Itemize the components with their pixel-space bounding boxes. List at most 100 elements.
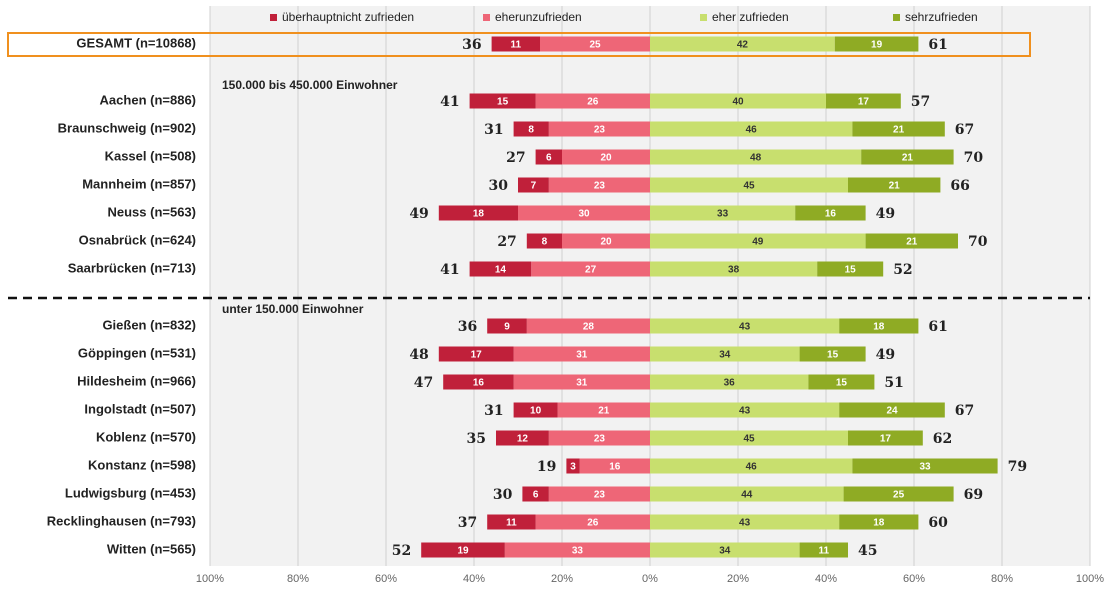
x-tick-label: 60% bbox=[375, 573, 397, 585]
bar-segment bbox=[491, 36, 540, 52]
x-tick-label: 100% bbox=[1076, 573, 1104, 585]
total-label: 70 bbox=[968, 234, 988, 250]
bar-segment bbox=[496, 430, 549, 446]
bar-segment bbox=[518, 205, 650, 221]
segment-label: 16 bbox=[609, 462, 621, 473]
bar-segment bbox=[650, 374, 809, 390]
total-label: 31 bbox=[484, 403, 503, 419]
total-label: 79 bbox=[1008, 459, 1027, 475]
bar-segment bbox=[548, 430, 650, 446]
segment-label: 23 bbox=[594, 181, 606, 192]
segment-label: 23 bbox=[594, 434, 606, 445]
segment-label: 9 bbox=[504, 322, 510, 333]
total-label: 51 bbox=[884, 375, 903, 391]
bar-segment bbox=[865, 233, 958, 249]
x-tick-label: 60% bbox=[903, 573, 925, 585]
segment-label: 15 bbox=[845, 265, 857, 276]
bar-segment bbox=[650, 233, 866, 249]
segment-label: 3 bbox=[570, 462, 576, 473]
x-tick-label: 40% bbox=[463, 573, 485, 585]
legend-swatch bbox=[893, 14, 900, 21]
group-label: 150.000 bis 450.000 Einwohner bbox=[222, 78, 398, 92]
bar-segment bbox=[650, 542, 800, 558]
segment-label: 20 bbox=[600, 153, 612, 164]
highlight-box bbox=[7, 32, 1031, 57]
bar-segment bbox=[513, 402, 558, 418]
bar-segment bbox=[650, 430, 848, 446]
total-label: 35 bbox=[467, 431, 486, 447]
category-label: Ingolstadt (n=507) bbox=[84, 401, 196, 416]
bar-segment bbox=[548, 177, 650, 193]
bar-segment bbox=[513, 374, 650, 390]
bar-segment bbox=[562, 233, 650, 249]
total-label: 27 bbox=[497, 234, 516, 250]
x-tick-label: 80% bbox=[287, 573, 309, 585]
total-label: 52 bbox=[392, 543, 411, 559]
bar-segment bbox=[650, 318, 840, 334]
bar-segment bbox=[817, 261, 884, 277]
segment-label: 18 bbox=[873, 518, 885, 529]
bar-segment bbox=[852, 121, 945, 137]
bar-segment bbox=[839, 402, 945, 418]
segment-label: 28 bbox=[583, 322, 595, 333]
segment-label: 26 bbox=[587, 518, 599, 529]
segment-label: 11 bbox=[506, 518, 517, 529]
bar-segment bbox=[650, 205, 796, 221]
segment-label: 33 bbox=[572, 546, 584, 557]
total-label: 52 bbox=[893, 262, 912, 278]
group-label: unter 150.000 Einwohner bbox=[222, 302, 364, 316]
category-label: Konstanz (n=598) bbox=[88, 457, 196, 472]
segment-label: 46 bbox=[746, 462, 758, 473]
segment-label: 45 bbox=[743, 434, 755, 445]
total-label: 70 bbox=[964, 150, 984, 166]
segment-label: 33 bbox=[717, 209, 729, 220]
bar-segment bbox=[421, 542, 505, 558]
segment-label: 14 bbox=[495, 265, 507, 276]
segment-label: 38 bbox=[728, 265, 740, 276]
bar-segment bbox=[650, 149, 862, 165]
bar-segment bbox=[535, 149, 562, 165]
segment-label: 19 bbox=[871, 40, 883, 51]
category-label: Kassel (n=508) bbox=[105, 148, 196, 163]
segment-label: 31 bbox=[576, 378, 588, 389]
bar-segment bbox=[650, 402, 840, 418]
bar-segment bbox=[848, 430, 923, 446]
segment-label: 19 bbox=[457, 546, 469, 557]
bar-segment bbox=[513, 346, 650, 362]
category-label: Koblenz (n=570) bbox=[96, 429, 196, 444]
legend-label: eherunzufrieden bbox=[495, 10, 582, 24]
bar-segment bbox=[540, 36, 650, 52]
bar-segment bbox=[513, 121, 549, 137]
total-label: 61 bbox=[928, 319, 947, 335]
total-label: 27 bbox=[506, 150, 525, 166]
category-label: Ludwigsburg (n=453) bbox=[65, 485, 196, 500]
total-label: 41 bbox=[440, 94, 459, 110]
segment-label: 46 bbox=[746, 125, 758, 136]
category-label: Neuss (n=563) bbox=[107, 204, 196, 219]
bar-segment bbox=[799, 346, 866, 362]
x-tick-label: 100% bbox=[196, 573, 224, 585]
segment-label: 49 bbox=[752, 237, 764, 248]
segment-label: 43 bbox=[739, 518, 751, 529]
segment-label: 23 bbox=[594, 125, 606, 136]
segment-label: 30 bbox=[578, 209, 590, 220]
bar-segment bbox=[487, 318, 527, 334]
total-label: 67 bbox=[955, 403, 974, 419]
bar-segment bbox=[469, 261, 532, 277]
bar-segment bbox=[526, 318, 650, 334]
segment-label: 42 bbox=[737, 40, 749, 51]
segment-label: 17 bbox=[858, 97, 870, 108]
segment-label: 31 bbox=[576, 350, 588, 361]
segment-label: 26 bbox=[587, 97, 599, 108]
legend-label: sehrzufrieden bbox=[905, 10, 978, 24]
legend-swatch bbox=[483, 14, 490, 21]
total-label: 30 bbox=[489, 178, 509, 194]
bar-segment bbox=[650, 514, 840, 530]
total-label: 45 bbox=[858, 543, 877, 559]
x-tick-label: 20% bbox=[551, 573, 573, 585]
segment-label: 11 bbox=[819, 546, 830, 557]
segment-label: 8 bbox=[528, 125, 534, 136]
x-tick-label: 20% bbox=[727, 573, 749, 585]
total-label: 31 bbox=[484, 122, 503, 138]
